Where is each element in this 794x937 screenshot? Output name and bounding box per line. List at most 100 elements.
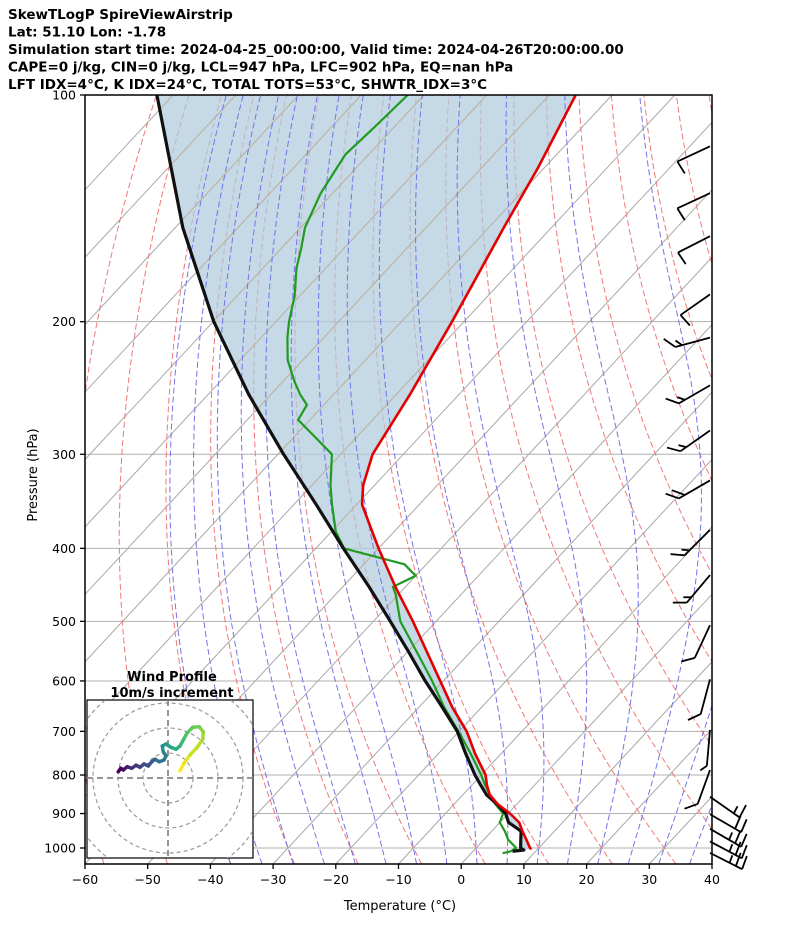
y-axis-ticks: 100 200 300 400 500 600 700 800 900 1000: [44, 88, 85, 856]
barb-feather-half: [728, 855, 734, 864]
wind-barb: [665, 384, 711, 405]
wind-barb: [709, 828, 748, 848]
dry-adiabat-line: [253, 95, 359, 864]
moist-adiabat-line: [240, 95, 325, 864]
x-tick-label: 40: [704, 872, 720, 887]
y-tick-label: 400: [52, 541, 76, 556]
hodograph-trace-segment: [116, 766, 123, 774]
x-tick-label: −10: [385, 872, 411, 887]
wind-barb: [676, 145, 711, 174]
barb-feather-full: [734, 830, 742, 844]
barb-feather-full: [665, 397, 680, 405]
indices-line-1: CAPE=0 j/kg, CIN=0 j/kg, LCL=947 hPa, LF…: [8, 60, 513, 76]
barb-staff: [705, 729, 711, 766]
barb-staff: [696, 769, 711, 805]
barb-feather-half: [699, 765, 708, 772]
moist-adiabat-line: [414, 95, 509, 864]
barb-feather-full: [671, 489, 686, 496]
y-tick-label: 200: [52, 314, 76, 329]
y-tick-label: 600: [52, 673, 76, 688]
y-tick-label: 700: [52, 724, 76, 739]
wind-barb: [676, 192, 711, 221]
barb-staff: [709, 852, 743, 871]
hodograph-frame: [86, 699, 254, 859]
wind-barb: [709, 840, 748, 860]
wind-barb: [684, 769, 711, 810]
x-tick-label: −40: [197, 872, 223, 887]
barb-feather-full: [663, 338, 676, 348]
x-axis-label: Temperature (°C): [343, 899, 456, 914]
barb-feather-full: [740, 833, 748, 848]
barb-feather-full: [734, 841, 742, 856]
dry-adiabat-line: [513, 95, 712, 747]
y-tick-label: 800: [52, 768, 76, 783]
isotherm-line: [210, 323, 712, 864]
temperature-curve: [360, 95, 577, 851]
x-tick-label: −50: [135, 872, 161, 887]
dry-adiabat-line: [409, 95, 613, 864]
x-tick-label: 10: [516, 872, 532, 887]
barb-feather-full: [681, 656, 696, 663]
barb-feather-full: [666, 446, 681, 453]
isotherm-line: [85, 95, 237, 258]
barb-feather-half: [677, 396, 686, 401]
barb-staff: [709, 813, 742, 834]
wind-barb: [670, 529, 711, 557]
barb-feather-full: [740, 819, 748, 833]
wind-barb: [663, 336, 711, 348]
barb-feather-full: [738, 804, 747, 818]
x-axis-ticks: −60 −50 −40 −30 −20 −10 0 10 20 30 40: [72, 864, 720, 887]
isotherm-line: [460, 593, 712, 864]
isotherm-line: [398, 526, 712, 864]
hodograph-title-line2: 10m/s increment: [110, 686, 233, 701]
dry-adiabat-line: [578, 95, 712, 575]
moist-adiabat-line: [216, 95, 294, 864]
chart-title: SkewTLogP SpireViewAirstrip: [8, 7, 233, 23]
x-tick-label: −20: [323, 872, 349, 887]
barb-staff: [699, 679, 711, 715]
y-tick-label: 500: [52, 614, 76, 629]
barb-feather-half: [732, 805, 739, 814]
barb-feather-full: [687, 713, 702, 721]
barb-feather-half: [674, 339, 683, 346]
barb-feather-full: [734, 815, 742, 830]
y-tick-label: 100: [52, 88, 76, 103]
barb-feather-half: [678, 444, 687, 449]
isotherm-line: [85, 95, 299, 326]
isotherm-line-shaded: [156, 95, 362, 852]
moist-adiabat-line: [456, 95, 545, 864]
barb-feather-full: [740, 844, 748, 859]
wind-barb: [666, 429, 711, 453]
isotherm-line: [523, 661, 712, 864]
barb-feather-half: [728, 843, 734, 853]
moist-adiabat-line: [346, 95, 448, 864]
moist-adiabat-line: [627, 95, 702, 864]
isotherm-line: [272, 391, 712, 864]
hodograph-title-line1: Wind Profile: [127, 670, 217, 685]
wind-barb: [709, 813, 748, 834]
y-axis-label: Pressure (hPa): [26, 428, 41, 521]
wind-barb: [687, 679, 711, 721]
x-tick-label: −30: [260, 872, 286, 887]
barb-staff: [676, 145, 711, 163]
hodograph-content: [87, 700, 253, 858]
barb-feather-full: [670, 553, 685, 557]
moist-adiabat-line: [564, 95, 639, 864]
hodograph-inset: [86, 699, 254, 859]
wind-barb: [665, 479, 711, 500]
moist-adiabat-line: [505, 95, 588, 864]
barb-feather-full: [665, 492, 680, 500]
wind-barb: [677, 235, 711, 265]
dry-adiabat-line: [372, 95, 550, 864]
y-tick-label: 1000: [44, 841, 76, 856]
wind-barb: [681, 624, 711, 663]
y-tick-label: 300: [52, 447, 76, 462]
x-tick-label: 30: [641, 872, 657, 887]
moist-adiabat-line: [317, 95, 417, 864]
wind-barb: [709, 796, 747, 819]
wind-barb: [709, 852, 748, 871]
barb-feather-full: [677, 252, 687, 265]
x-tick-label: −60: [72, 872, 98, 887]
